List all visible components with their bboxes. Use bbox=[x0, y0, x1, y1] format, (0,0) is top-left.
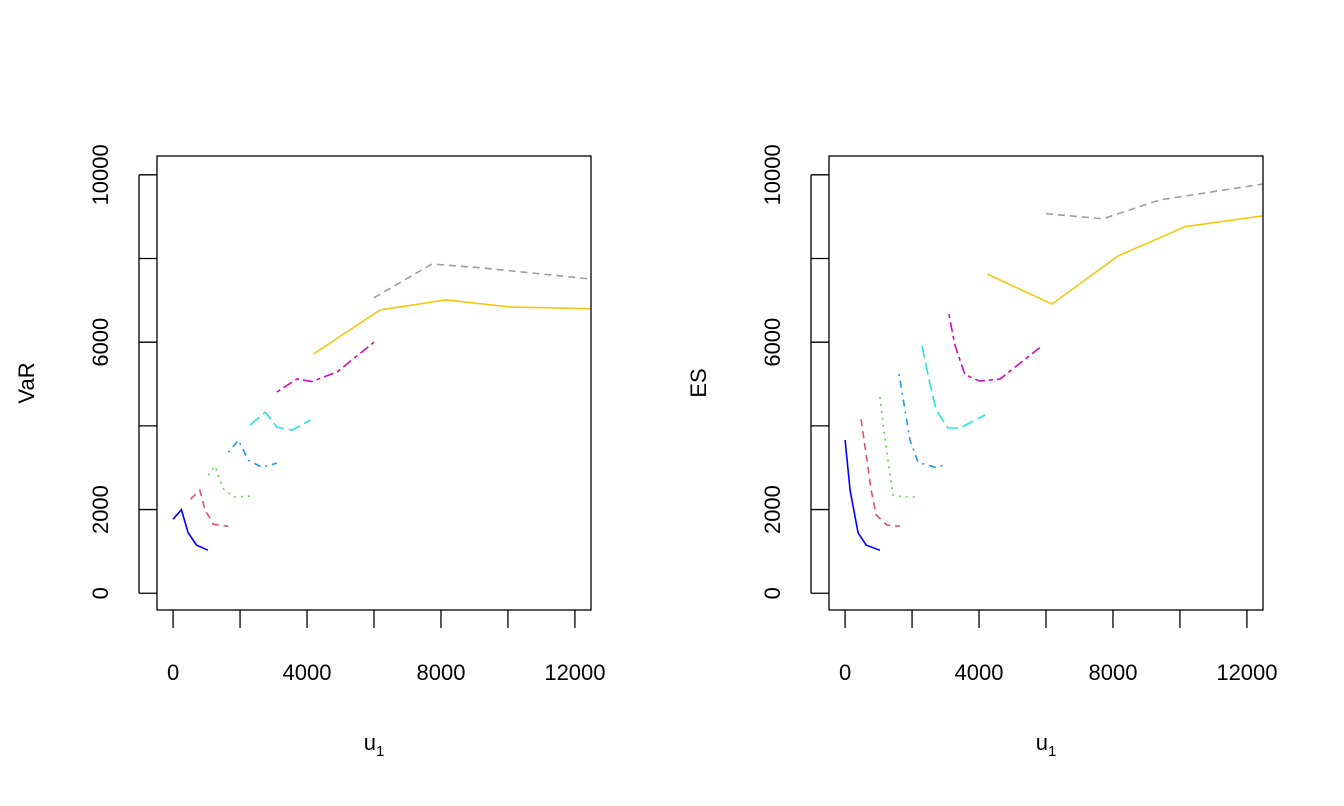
xlabel: u1 bbox=[364, 730, 385, 760]
xlabel-subscript: 1 bbox=[376, 743, 384, 760]
es-panel: ES u1 0 4000 8000 12000 0 2000 6000 10000 bbox=[686, 144, 1278, 760]
series-line-8 bbox=[1045, 183, 1263, 220]
series-group bbox=[172, 263, 591, 551]
series-line-3 bbox=[207, 464, 251, 498]
series-line-2 bbox=[860, 419, 901, 528]
y-tick-label: 6000 bbox=[88, 318, 113, 367]
y-tick-label: 0 bbox=[760, 587, 785, 599]
xlabel: u1 bbox=[1036, 730, 1057, 760]
series-line-5 bbox=[921, 345, 986, 429]
x-tick-label: 0 bbox=[167, 660, 179, 685]
y-tick-label: 10000 bbox=[88, 144, 113, 205]
x-tick-label: 8000 bbox=[1088, 660, 1137, 685]
y-tick-label: 2000 bbox=[760, 485, 785, 534]
x-tick-label: 12000 bbox=[1216, 660, 1277, 685]
series-line-4 bbox=[898, 373, 945, 469]
x-tick-label: 0 bbox=[839, 660, 851, 685]
series-line-6 bbox=[276, 341, 375, 393]
series-line-1 bbox=[844, 440, 881, 551]
series-line-3 bbox=[879, 396, 919, 498]
series-line-7 bbox=[986, 215, 1263, 306]
x-tick-label: 12000 bbox=[544, 660, 605, 685]
var-panel: VaR u1 0 4000 8000 12000 0 2000 6000 10000 bbox=[14, 144, 606, 760]
y-tick-label: 2000 bbox=[88, 485, 113, 534]
series-line-6 bbox=[948, 314, 1044, 382]
ylabel: ES bbox=[686, 368, 711, 397]
y-tick-label: 10000 bbox=[760, 144, 785, 205]
y-tick-label: 0 bbox=[88, 587, 113, 599]
series-group bbox=[844, 183, 1263, 551]
series-line-8 bbox=[373, 263, 591, 299]
xlabel-subscript: 1 bbox=[1048, 743, 1056, 760]
xlabel-main: u bbox=[1036, 730, 1048, 755]
plot-frame bbox=[156, 155, 592, 611]
y-tick-label: 6000 bbox=[760, 318, 785, 367]
x-tick-label: 4000 bbox=[955, 660, 1004, 685]
series-line-5 bbox=[249, 410, 311, 431]
x-tick-label: 8000 bbox=[416, 660, 465, 685]
series-line-7 bbox=[313, 299, 591, 355]
series-line-4 bbox=[227, 438, 278, 469]
xlabel-main: u bbox=[364, 730, 376, 755]
ylabel: VaR bbox=[14, 362, 39, 403]
x-tick-label: 4000 bbox=[283, 660, 332, 685]
series-line-1 bbox=[172, 507, 209, 551]
series-line-2 bbox=[189, 488, 229, 528]
